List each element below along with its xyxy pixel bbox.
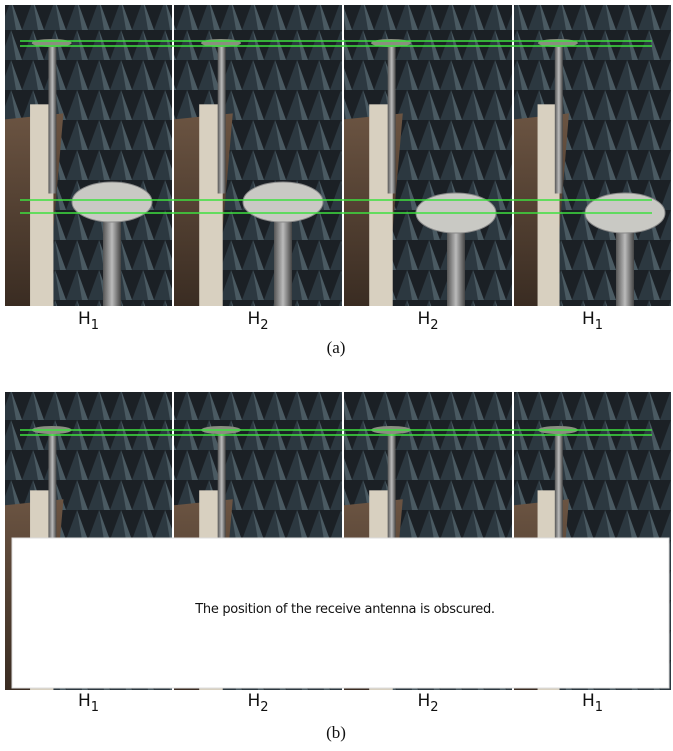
panel-label: H2 [417,309,438,333]
label-base: H [417,691,430,711]
label-subscript: 2 [260,700,268,715]
photo [174,5,342,306]
label-subscript: 1 [91,318,99,333]
photo [344,5,512,306]
photo [514,5,671,306]
photo-mast [48,43,57,194]
obscuring-box [11,537,670,689]
photo-disc [71,181,153,223]
panel-caption: (b) [326,723,346,742]
photo-disc-pole [274,202,292,306]
label-base: H [247,691,260,711]
panel-label: H1 [78,309,99,333]
photo-rail [199,104,223,306]
label-subscript: 1 [595,318,603,333]
photo-mast [48,430,57,579]
panel-label: H1 [78,691,99,715]
label-subscript: 1 [595,700,603,715]
panel-label: H1 [582,691,603,715]
photo-disc-pole [616,213,634,306]
photo-rail [369,104,393,306]
photo-rail [30,104,54,306]
photo-mast [217,430,226,579]
label-base: H [78,691,91,711]
photo-mast [387,430,396,579]
panel-label: H2 [247,691,268,715]
photo [5,5,172,306]
photo-disc-pole [447,213,465,306]
obscured-note: The position of the receive antenna is o… [194,602,495,617]
label-subscript: 2 [260,318,268,333]
label-subscript: 2 [430,318,438,333]
label-subscript: 1 [91,700,99,715]
label-base: H [582,309,595,329]
label-base: H [78,309,91,329]
photo-mast [554,43,563,194]
photo-mast [217,43,226,194]
photo-disc [242,181,324,223]
label-base: H [582,691,595,711]
photo-disc-pole [103,202,121,306]
panel-label: H2 [417,691,438,715]
photo-mast [387,43,396,194]
panel-label: H1 [582,309,603,333]
photo-mast [554,430,563,579]
panel-caption: (a) [327,338,346,357]
label-subscript: 2 [430,700,438,715]
panel-label: H2 [247,309,268,333]
label-base: H [247,309,260,329]
label-base: H [417,309,430,329]
photo-rail [537,104,560,306]
